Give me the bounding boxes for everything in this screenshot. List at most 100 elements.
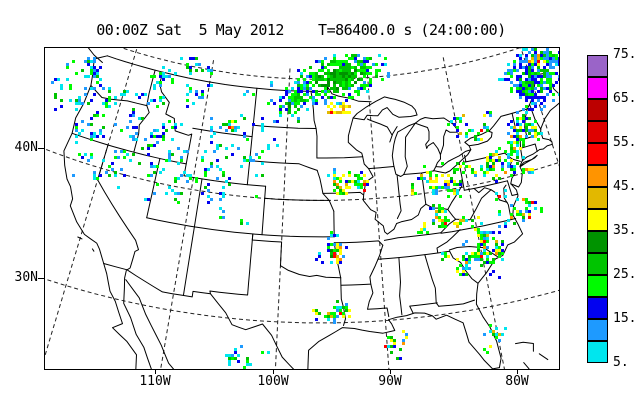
precip-pixel (531, 129, 534, 132)
precip-pixel (324, 66, 327, 69)
precip-pixel (423, 177, 426, 180)
precip-pixel (459, 219, 462, 222)
precip-pixel (327, 63, 330, 66)
precip-pixel (255, 153, 258, 156)
precip-pixel (483, 261, 486, 264)
precip-pixel (303, 93, 306, 96)
precip-pixel (498, 333, 501, 336)
precip-pixel (372, 63, 375, 66)
precip-pixel (510, 165, 513, 168)
precip-pixel (528, 72, 531, 75)
precip-pixel (375, 69, 378, 72)
precip-pixel (318, 78, 321, 81)
precip-pixel (330, 111, 333, 114)
precip-pixel (360, 84, 363, 87)
precip-pixel (171, 126, 174, 129)
precip-pixel (444, 180, 447, 183)
precip-pixel (552, 84, 555, 87)
colorbar-label-75.: 75. (613, 47, 637, 62)
precip-pixel (336, 300, 339, 303)
precip-pixel (327, 318, 330, 321)
precip-pixel (453, 189, 456, 192)
precip-pixel (213, 132, 216, 135)
precip-pixel (462, 267, 465, 270)
precip-pixel (525, 129, 528, 132)
precip-pixel (444, 222, 447, 225)
precip-pixel (222, 195, 225, 198)
precip-pixel (528, 78, 531, 81)
precip-pixel (123, 156, 126, 159)
precip-pixel (438, 204, 441, 207)
precip-pixel (330, 78, 333, 81)
precip-pixel (336, 249, 339, 252)
precip-pixel (525, 168, 528, 171)
precip-pixel (495, 333, 498, 336)
precip-pixel (75, 129, 78, 132)
precip-pixel (345, 192, 348, 195)
precip-pixel (366, 183, 369, 186)
precip-pixel (459, 165, 462, 168)
boundary-line (159, 71, 193, 136)
boundary-line (367, 244, 390, 318)
precip-pixel (360, 171, 363, 174)
precip-pixel (534, 75, 537, 78)
precip-pixel (510, 72, 513, 75)
precip-pixel (126, 153, 129, 156)
precip-pixel (537, 138, 540, 141)
precip-pixel (516, 75, 519, 78)
precip-pixel (96, 114, 99, 117)
precip-pixel (333, 249, 336, 252)
precip-pixel (351, 66, 354, 69)
precip-pixel (120, 129, 123, 132)
precip-pixel (345, 54, 348, 57)
precip-pixel (132, 153, 135, 156)
precip-pixel (474, 138, 477, 141)
precip-pixel (315, 72, 318, 75)
precip-pixel (168, 120, 171, 123)
precip-pixel (438, 210, 441, 213)
precip-pixel (336, 177, 339, 180)
boundary-line (414, 117, 458, 155)
precip-pixel (456, 270, 459, 273)
precip-pixel (312, 78, 315, 81)
precip-pixel (75, 135, 78, 138)
precip-pixel (513, 171, 516, 174)
precip-pixel (510, 168, 513, 171)
precip-pixel (516, 117, 519, 120)
precip-pixel (528, 90, 531, 93)
precip-pixel (222, 171, 225, 174)
precip-pixel (528, 204, 531, 207)
precip-pixel (162, 135, 165, 138)
precip-pixel (330, 96, 333, 99)
precip-pixel (528, 81, 531, 84)
precip-pixel (339, 75, 342, 78)
precip-pixel (345, 105, 348, 108)
precip-pixel (333, 84, 336, 87)
precip-pixel (291, 87, 294, 90)
precip-pixel (492, 231, 495, 234)
precip-pixel (75, 141, 78, 144)
precip-pixel (333, 321, 336, 324)
precip-pixel (492, 162, 495, 165)
precip-pixel (342, 93, 345, 96)
precip-pixel (210, 72, 213, 75)
precip-pixel (411, 183, 414, 186)
precip-pixel (342, 69, 345, 72)
precip-pixel (315, 102, 318, 105)
precip-pixel (525, 78, 528, 81)
precip-pixel (90, 153, 93, 156)
precip-pixel (543, 105, 546, 108)
precip-pixel (492, 333, 495, 336)
precip-pixel (339, 180, 342, 183)
precip-pixel (465, 258, 468, 261)
precip-pixel (333, 177, 336, 180)
precip-pixel (489, 345, 492, 348)
precip-pixel (282, 105, 285, 108)
precip-pixel (528, 75, 531, 78)
precip-pixel (108, 105, 111, 108)
precip-pixel (78, 153, 81, 156)
precip-pixel (222, 186, 225, 189)
precip-pixel (102, 114, 105, 117)
boundary-line (340, 277, 346, 326)
precip-pixel (351, 84, 354, 87)
